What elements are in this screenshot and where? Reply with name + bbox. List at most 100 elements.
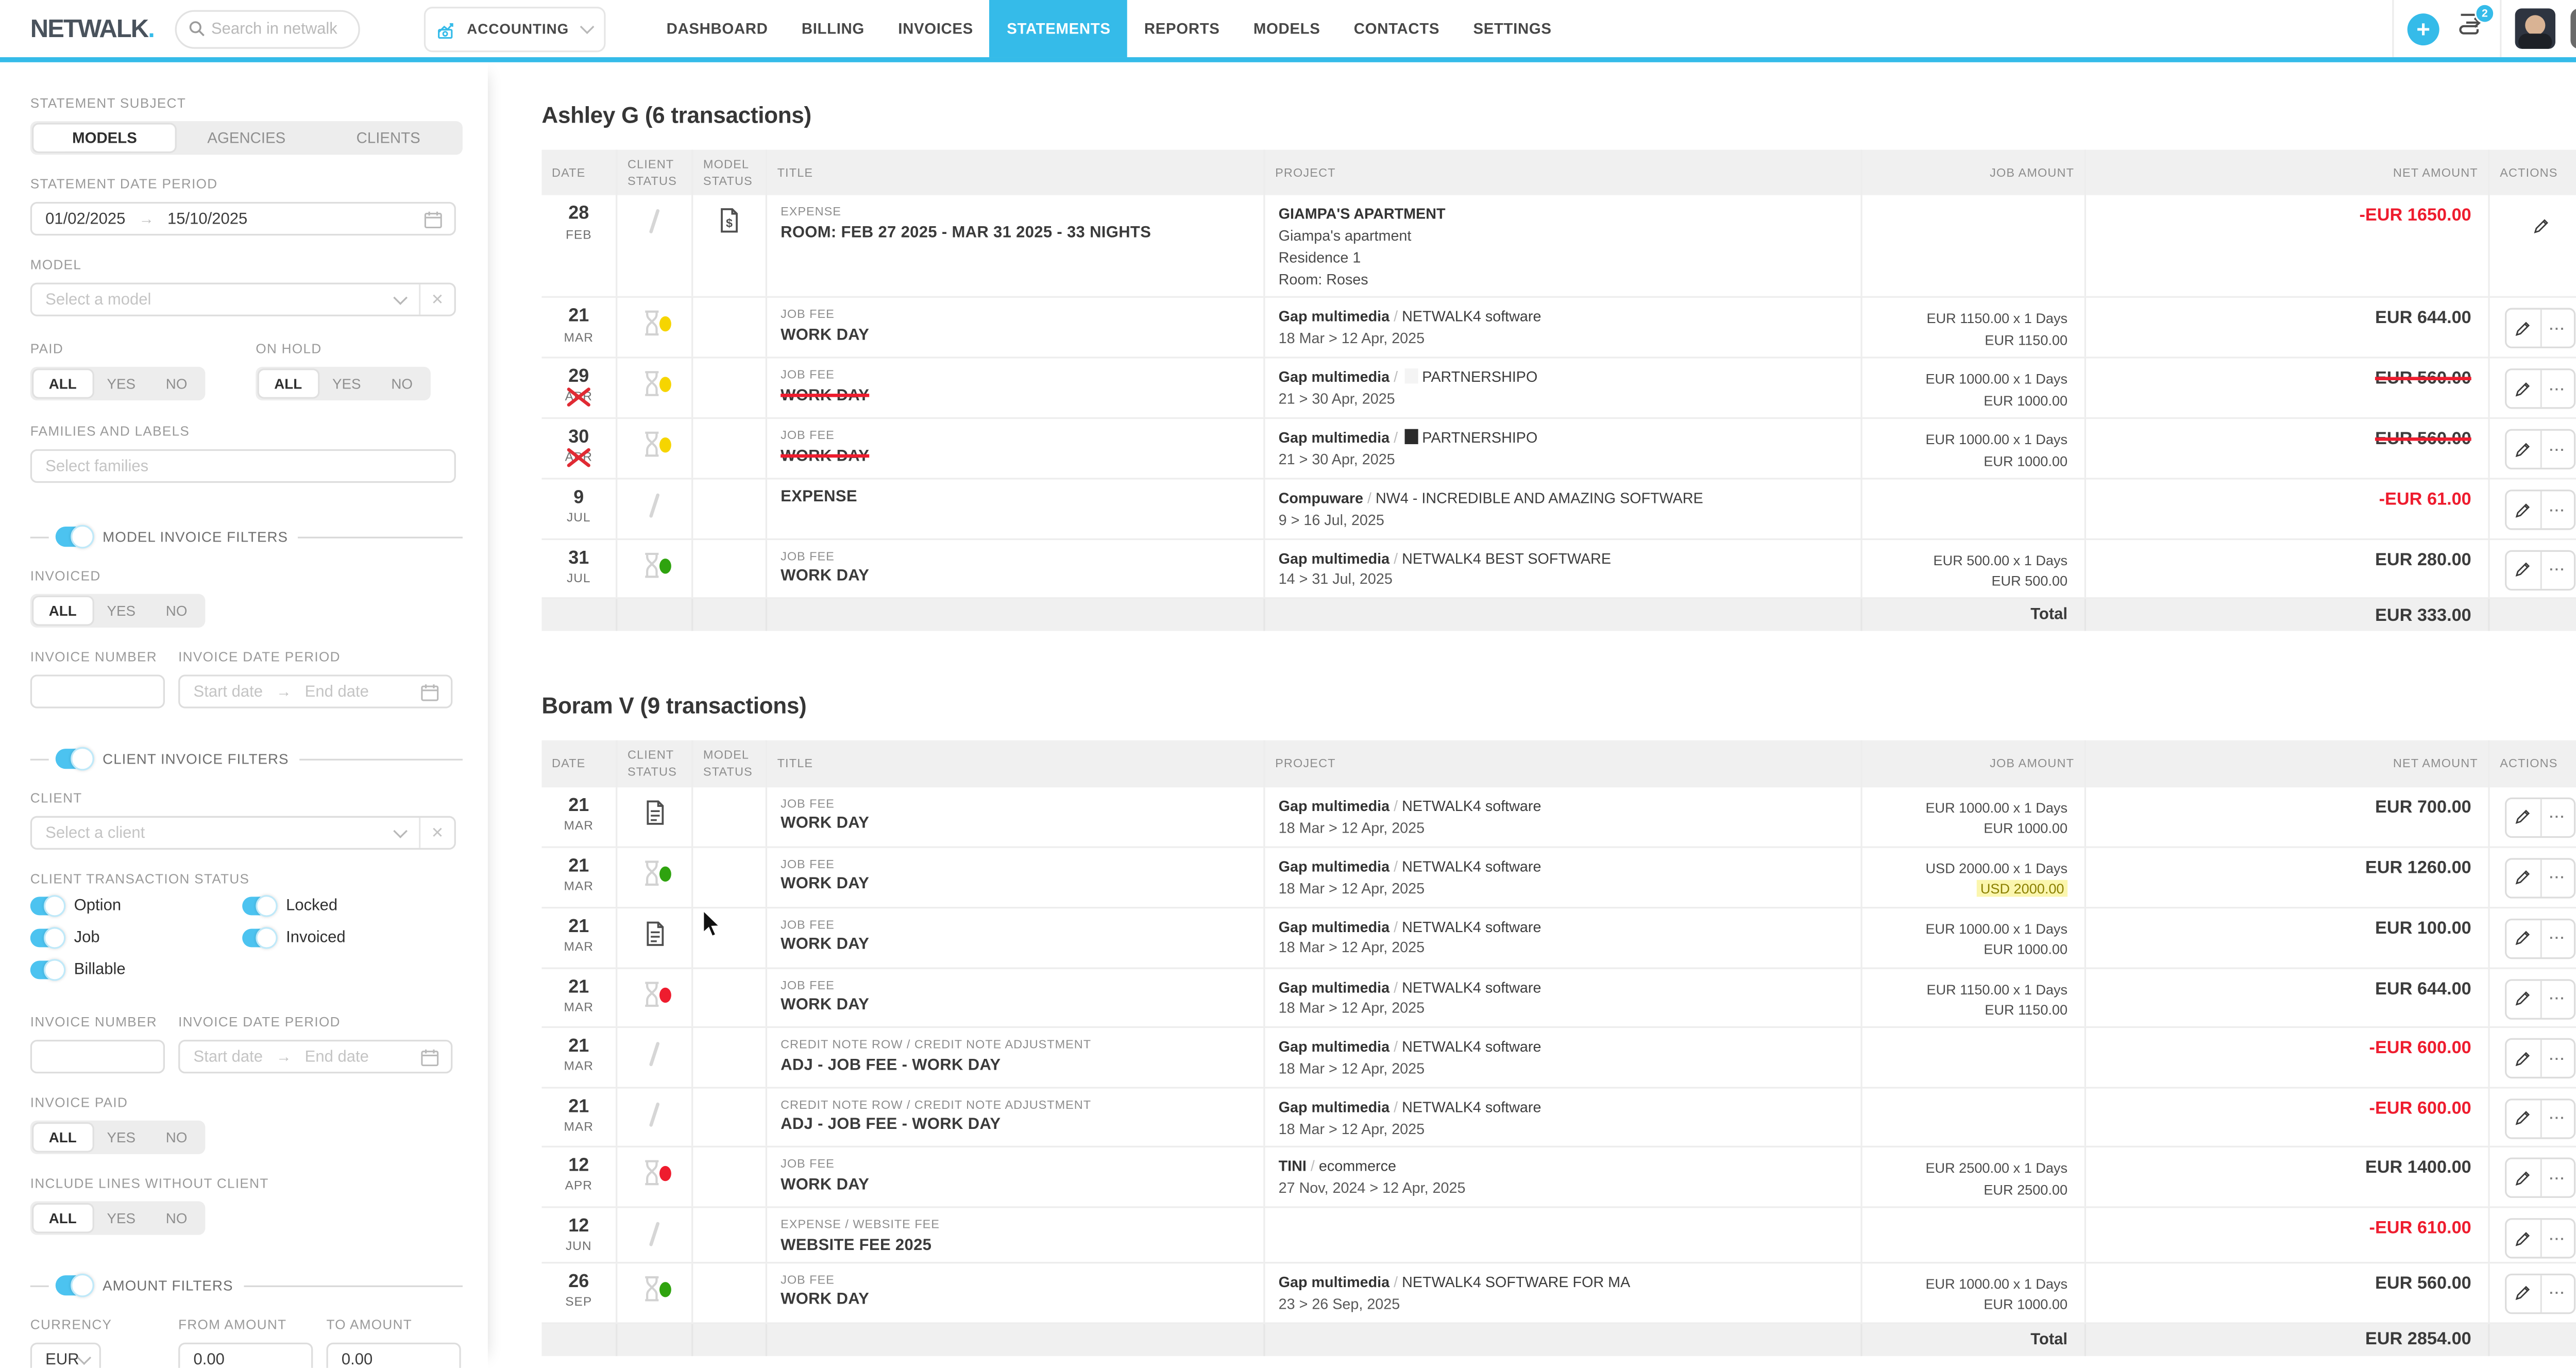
- subject-tab-models[interactable]: MODELS: [33, 124, 176, 151]
- add-button[interactable]: +: [2407, 12, 2439, 45]
- invoice-date-range-input[interactable]: Start date → End date: [178, 674, 453, 708]
- status-toggle-invoiced[interactable]: Invoiced: [242, 927, 454, 949]
- invoiced-tri-toggle-all[interactable]: ALL: [33, 597, 92, 624]
- edit-button[interactable]: [2506, 370, 2541, 408]
- invoice-paid-tri-toggle-no[interactable]: NO: [165, 1129, 188, 1146]
- job-rate: EUR 1000.00 x 1 Days: [1925, 1275, 2068, 1292]
- edit-button[interactable]: [2506, 1160, 2541, 1197]
- column-header-model-status: MODEL STATUS: [693, 149, 767, 196]
- client-invoice-number-input[interactable]: [30, 1039, 165, 1074]
- invoice-number-input[interactable]: [30, 674, 165, 708]
- amount-filters-toggle[interactable]: [55, 1273, 94, 1297]
- edit-button[interactable]: [2506, 799, 2541, 836]
- invoiced-tri-toggle-yes[interactable]: YES: [107, 602, 136, 619]
- client-select[interactable]: Select a client ✕: [30, 816, 456, 850]
- net-amount-cell: EUR 644.00: [2086, 298, 2490, 358]
- global-search-input[interactable]: Search in netwalk: [174, 9, 360, 48]
- toggle-switch[interactable]: [242, 927, 278, 949]
- nav-item-statements[interactable]: STATEMENTS: [990, 0, 1128, 58]
- model-status-cell: [693, 1208, 767, 1262]
- invoice-paid-tri-toggle-yes[interactable]: YES: [107, 1129, 136, 1146]
- more-actions-button[interactable]: ...: [2549, 1282, 2566, 1298]
- clear-client-icon[interactable]: ✕: [419, 817, 454, 848]
- edit-button[interactable]: [2506, 919, 2541, 957]
- model-select[interactable]: Select a model ✕: [30, 282, 456, 316]
- more-actions-button[interactable]: ...: [2549, 1227, 2566, 1243]
- more-actions-button[interactable]: ...: [2549, 927, 2566, 942]
- export-book-button[interactable]: 2: [2454, 3, 2495, 47]
- edit-button[interactable]: [2506, 431, 2541, 468]
- invoice-paid-tri-toggle-all[interactable]: ALL: [33, 1124, 92, 1151]
- onhold-tri-toggle-yes[interactable]: YES: [332, 375, 361, 392]
- more-actions-button[interactable]: ...: [2549, 1167, 2566, 1183]
- edit-button[interactable]: [2506, 1040, 2541, 1078]
- toggle-switch[interactable]: [242, 895, 278, 917]
- nav-item-settings[interactable]: SETTINGS: [1473, 20, 1552, 37]
- paid-tri-toggle-all[interactable]: ALL: [33, 370, 92, 397]
- status-dot: [659, 1167, 671, 1182]
- client-invoice-date-range-input[interactable]: Start date → End date: [178, 1039, 453, 1074]
- toggle-switch[interactable]: [30, 959, 66, 981]
- include-lines-tri-toggle-all[interactable]: ALL: [33, 1204, 92, 1232]
- clear-model-icon[interactable]: ✕: [419, 284, 454, 315]
- status-toggle-billable[interactable]: Billable: [30, 959, 242, 981]
- more-actions-button[interactable]: ...: [2549, 438, 2566, 454]
- nav-item-contacts[interactable]: CONTACTS: [1353, 20, 1440, 37]
- date-to-value[interactable]: 15/10/2025: [167, 209, 248, 228]
- more-actions-button[interactable]: ...: [2549, 1107, 2566, 1123]
- edit-button[interactable]: [2506, 310, 2541, 348]
- nav-item-models[interactable]: MODELS: [1253, 20, 1320, 37]
- edit-button[interactable]: [2506, 1275, 2541, 1312]
- edit-button[interactable]: [2506, 551, 2541, 588]
- subject-tab-agencies[interactable]: AGENCIES: [207, 129, 286, 147]
- currency-select[interactable]: EUR: [30, 1342, 101, 1368]
- client-status-cell: [617, 908, 693, 967]
- agency-avatar[interactable]: MILA: [2570, 8, 2576, 49]
- families-select[interactable]: Select families: [30, 449, 456, 483]
- more-actions-button[interactable]: ...: [2549, 499, 2566, 514]
- edit-button[interactable]: [2506, 491, 2541, 529]
- edit-pencil-icon: [2516, 442, 2530, 457]
- edit-button[interactable]: [2506, 980, 2541, 1017]
- toggle-switch[interactable]: [30, 927, 66, 949]
- more-actions-button[interactable]: ...: [2549, 987, 2566, 1003]
- status-dot: [659, 1281, 671, 1297]
- context-selector-accounting[interactable]: ACCOUNTING: [423, 6, 606, 52]
- edit-button[interactable]: [2531, 214, 2550, 245]
- include-lines-tri-toggle-yes[interactable]: YES: [107, 1209, 136, 1227]
- onhold-tri-toggle-no[interactable]: NO: [391, 375, 413, 392]
- subject-tab-clients[interactable]: CLIENTS: [356, 129, 420, 147]
- date-from-value[interactable]: 01/02/2025: [45, 209, 126, 228]
- nav-item-dashboard[interactable]: DASHBOARD: [666, 20, 768, 37]
- netwalk-logo[interactable]: NETWALK.: [30, 14, 155, 43]
- more-actions-button[interactable]: ...: [2549, 378, 2566, 394]
- nav-item-billing[interactable]: BILLING: [801, 20, 865, 37]
- client-invoice-filters-toggle[interactable]: [55, 747, 94, 771]
- invoiced-tri-toggle-no[interactable]: NO: [165, 602, 188, 619]
- toggle-switch[interactable]: [30, 895, 66, 917]
- edit-button[interactable]: [2506, 1100, 2541, 1137]
- status-toggle-locked[interactable]: Locked: [242, 895, 454, 917]
- net-amount-cell: EUR 560.00: [2086, 359, 2490, 418]
- statement-date-range-input[interactable]: 01/02/2025 → 15/10/2025: [30, 201, 456, 236]
- more-actions-button[interactable]: ...: [2549, 806, 2566, 822]
- edit-button[interactable]: [2506, 859, 2541, 897]
- from-amount-input[interactable]: 0.00: [178, 1342, 313, 1368]
- model-invoice-filters-toggle[interactable]: [55, 525, 94, 549]
- status-toggle-option[interactable]: Option: [30, 895, 242, 917]
- more-actions-button[interactable]: ...: [2549, 317, 2566, 333]
- edit-button[interactable]: [2506, 1220, 2541, 1258]
- onhold-tri-toggle-all[interactable]: ALL: [259, 370, 317, 397]
- nav-item-reports[interactable]: REPORTS: [1144, 20, 1220, 37]
- to-amount-input[interactable]: 0.00: [326, 1342, 461, 1368]
- paid-tri-toggle-no[interactable]: NO: [165, 375, 188, 392]
- more-actions-button[interactable]: ...: [2549, 1048, 2566, 1063]
- more-actions-button[interactable]: ...: [2549, 867, 2566, 882]
- include-lines-tri-toggle-no[interactable]: NO: [165, 1209, 188, 1227]
- more-actions-button[interactable]: ...: [2549, 559, 2566, 574]
- transaction-row: 21 MAR CREDIT NOTE ROW / CREDIT NOTE ADJUS…: [541, 1028, 2576, 1089]
- nav-item-invoices[interactable]: INVOICES: [898, 20, 973, 37]
- paid-tri-toggle-yes[interactable]: YES: [107, 375, 136, 392]
- user-avatar[interactable]: [2515, 8, 2556, 49]
- status-toggle-job[interactable]: Job: [30, 927, 242, 949]
